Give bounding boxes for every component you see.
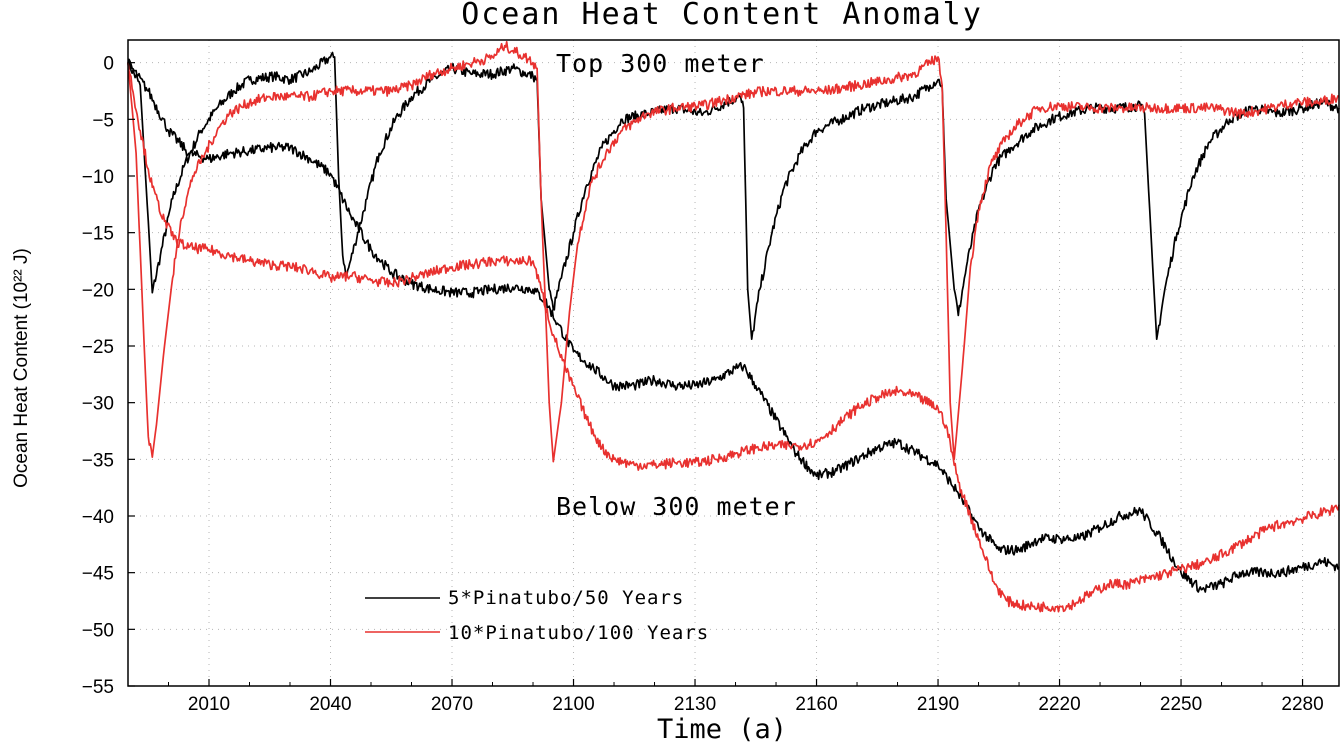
- x-tick-label: 2070: [431, 694, 473, 715]
- x-tick-label: 2280: [1281, 694, 1323, 715]
- series-line-3: [127, 62, 1340, 613]
- y-tick-label: −45: [82, 564, 114, 585]
- y-tick-label: −15: [82, 224, 114, 245]
- y-tick-label: −30: [82, 394, 114, 415]
- x-tick-label: 2220: [1038, 694, 1080, 715]
- y-tick-label: 0: [103, 54, 114, 75]
- plot-frame: [127, 39, 1340, 687]
- y-tick-label: −35: [82, 450, 114, 471]
- y-tick-label: −25: [82, 337, 114, 358]
- y-axis-ticks: 0 −5 −10 −15 −20 −25 −30 −35 −40 −45 −50 −55: [82, 54, 135, 698]
- series-line-0: [127, 51, 1340, 341]
- y-tick-label: −20: [82, 280, 114, 301]
- series-group: [127, 40, 1340, 613]
- y-tick-label: −10: [82, 167, 114, 188]
- grid: [128, 40, 1339, 687]
- legend: 5*Pinatubo/50 Years 10*Pinatubo/100 Year…: [365, 587, 709, 644]
- x-tick-label: 2010: [188, 694, 230, 715]
- series-line-1: [127, 58, 1340, 593]
- x-tick-label: 2100: [552, 694, 594, 715]
- annotation-below: Below 300 meter: [556, 492, 797, 521]
- x-axis-ticks: 2010 2040 2070 2100 2130 2160 2190 2220 2250 2280: [168, 679, 1324, 715]
- x-axis-label: Time (a): [657, 714, 787, 744]
- y-axis-label: Ocean Heat Content (10²² J): [11, 248, 32, 488]
- x-tick-label: 2160: [795, 694, 837, 715]
- x-tick-label: 2040: [309, 694, 351, 715]
- y-tick-label: −55: [82, 677, 114, 698]
- x-tick-label: 2250: [1160, 694, 1202, 715]
- legend-label-0: 5*Pinatubo/50 Years: [448, 587, 684, 609]
- y-tick-label: −40: [82, 507, 114, 528]
- series-line-2: [127, 40, 1340, 463]
- x-tick-label: 2190: [917, 694, 959, 715]
- chart-title: Ocean Heat Content Anomaly: [461, 0, 983, 32]
- x-tick-label: 2130: [674, 694, 716, 715]
- annotation-top: Top 300 meter: [556, 49, 765, 78]
- y-tick-label: −50: [82, 620, 114, 641]
- legend-label-1: 10*Pinatubo/100 Years: [448, 622, 709, 644]
- y-tick-label: −5: [92, 110, 114, 131]
